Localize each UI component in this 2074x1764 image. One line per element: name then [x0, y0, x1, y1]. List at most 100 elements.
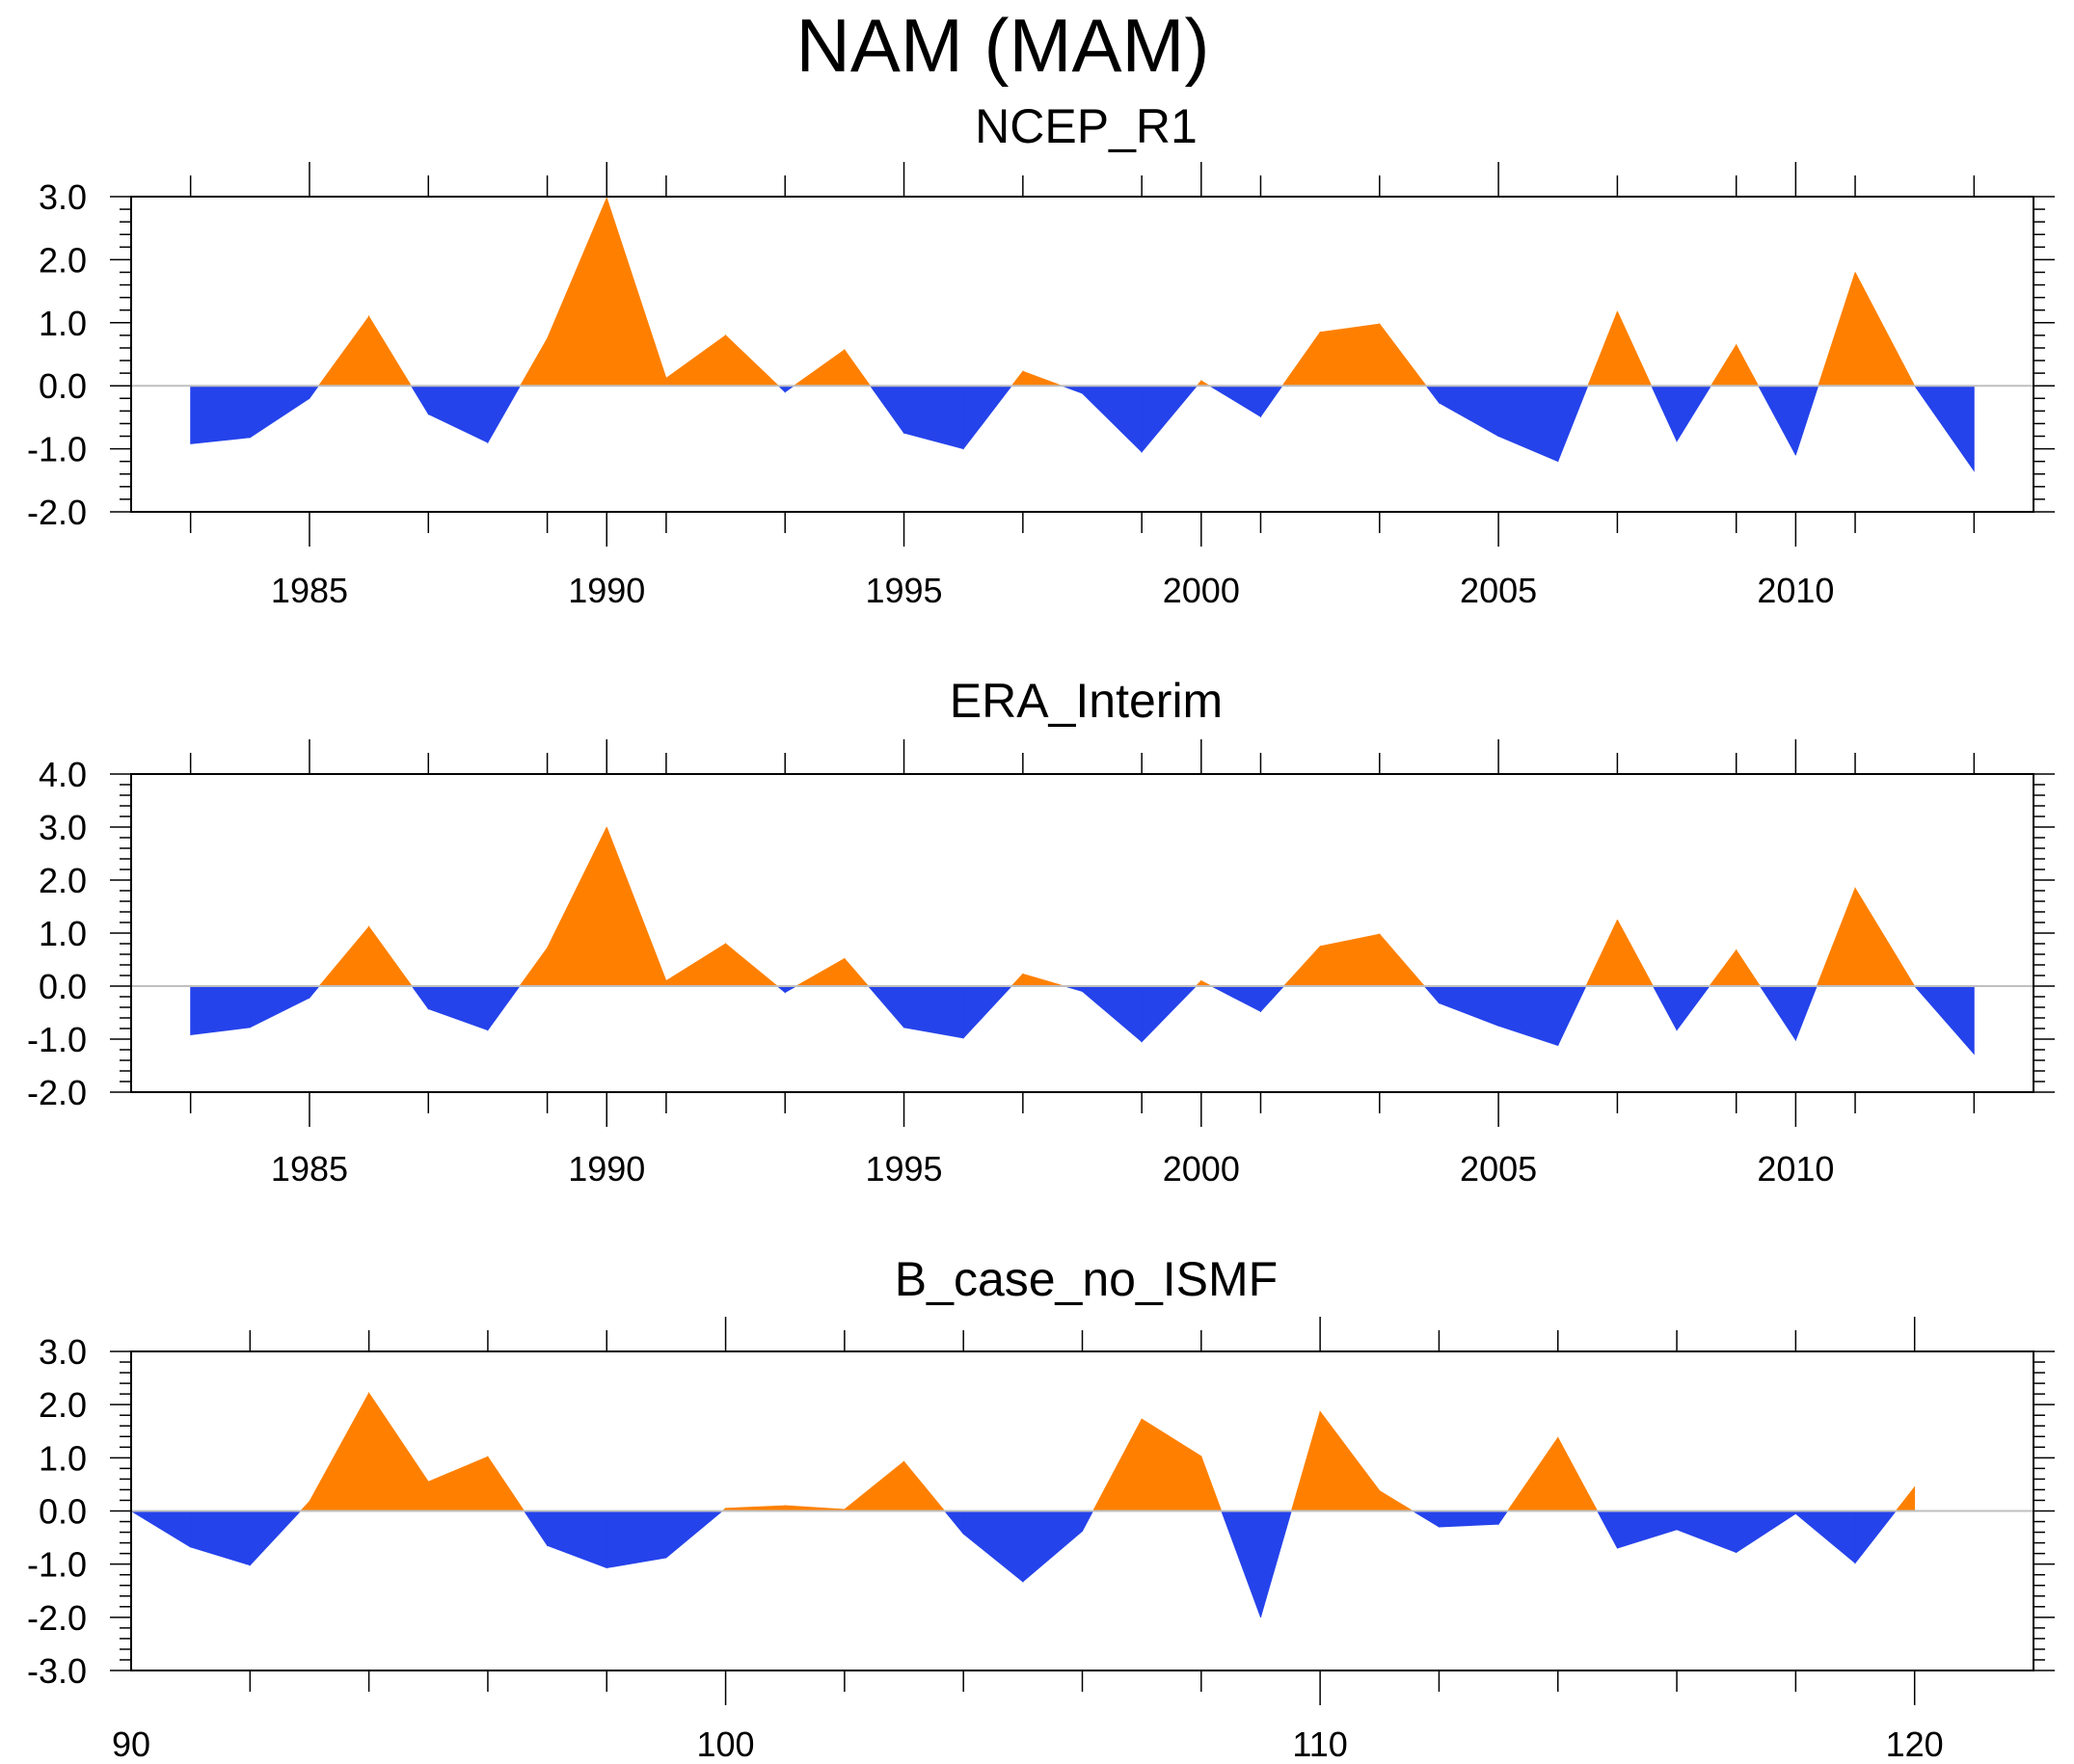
negative-area: [1439, 1510, 1499, 1528]
negative-area: [309, 385, 320, 400]
panel-title: NCEP_R1: [975, 99, 1198, 153]
negative-area: [1439, 385, 1499, 438]
negative-area: [1425, 385, 1440, 405]
negative-area: [1759, 985, 1796, 1042]
negative-area: [962, 385, 1013, 450]
negative-area: [1794, 385, 1819, 456]
negative-area: [190, 1510, 251, 1566]
positive-area: [1091, 1418, 1143, 1511]
negative-area: [1596, 1510, 1618, 1549]
figure-title: NAM (MAM): [795, 3, 1210, 88]
positive-area: [1010, 973, 1024, 987]
positive-area: [299, 1500, 310, 1511]
negative-area: [1022, 1510, 1083, 1583]
y-tick-label: 0.0: [39, 366, 87, 406]
positive-area: [1854, 886, 1916, 987]
y-tick-label: -1.0: [27, 430, 87, 469]
panel-title: ERA_Interim: [950, 674, 1223, 728]
y-tick-label: 3.0: [39, 177, 87, 217]
negative-area: [1411, 1510, 1440, 1528]
panel-title: B_case_no_ISMF: [895, 1252, 1278, 1306]
y-tick-label: 1.0: [39, 304, 87, 343]
negative-area: [1439, 985, 1499, 1027]
negative-area: [190, 985, 251, 1036]
x-tick-label: 2000: [1163, 1149, 1240, 1189]
positive-area: [606, 198, 667, 387]
negative-area: [1794, 985, 1818, 1041]
y-tick-label: 3.0: [39, 1332, 87, 1372]
positive-area: [1022, 370, 1063, 387]
positive-area: [1710, 343, 1737, 387]
negative-area: [903, 385, 964, 450]
y-tick-label: -2.0: [27, 1598, 87, 1638]
positive-area: [1818, 272, 1856, 387]
negative-area: [962, 985, 1013, 1039]
negative-area: [1423, 985, 1440, 1004]
positive-area: [1010, 369, 1024, 387]
positive-area: [1816, 888, 1856, 987]
negative-area: [1062, 385, 1083, 394]
negative-area: [1736, 1510, 1796, 1554]
positive-area: [795, 957, 846, 987]
negative-area: [1757, 385, 1796, 456]
positive-area: [665, 334, 726, 387]
positive-area: [844, 348, 872, 387]
x-tick-label: 1995: [865, 571, 942, 610]
positive-area: [318, 925, 370, 987]
positive-area: [487, 1455, 525, 1511]
positive-area: [1141, 1418, 1202, 1511]
positive-area: [519, 947, 548, 987]
negative-area: [487, 385, 522, 444]
positive-area: [1895, 1485, 1916, 1511]
negative-area: [1260, 985, 1285, 1013]
y-tick-label: -2.0: [27, 1073, 87, 1112]
x-tick-label: 2010: [1757, 1149, 1834, 1189]
x-tick-label: 100: [697, 1724, 755, 1764]
negative-area: [665, 1510, 724, 1559]
negative-area: [1141, 985, 1198, 1043]
y-tick-label: 1.0: [39, 1438, 87, 1478]
x-tick-label: 2010: [1757, 571, 1834, 610]
y-tick-label: 4.0: [39, 755, 87, 794]
negative-area: [1854, 1510, 1898, 1564]
x-tick-label: 2000: [1163, 571, 1240, 610]
negative-area: [962, 1510, 1024, 1583]
negative-area: [129, 1510, 192, 1548]
y-tick-label: -1.0: [27, 1545, 87, 1585]
negative-area: [190, 385, 251, 444]
positive-area: [1587, 310, 1618, 387]
positive-area: [519, 336, 548, 387]
positive-area: [1585, 920, 1618, 987]
positive-area: [368, 1391, 429, 1511]
negative-area: [1557, 985, 1587, 1046]
positive-area: [1282, 945, 1321, 987]
negative-area: [547, 1510, 607, 1569]
positive-area: [1736, 344, 1760, 387]
y-tick-label: 2.0: [39, 1385, 87, 1425]
positive-area: [1319, 933, 1381, 987]
positive-area: [1736, 949, 1762, 987]
negative-area: [903, 985, 964, 1039]
negative-area: [1913, 985, 1975, 1056]
positive-area: [1319, 323, 1381, 387]
negative-area: [1221, 1510, 1261, 1617]
positive-area: [665, 943, 726, 987]
y-tick-label: 3.0: [39, 808, 87, 847]
negative-area: [606, 1510, 667, 1569]
negative-area: [1913, 385, 1975, 472]
positive-area: [1617, 920, 1655, 987]
negative-area: [1082, 1510, 1094, 1532]
positive-area: [844, 957, 870, 987]
negative-area: [1260, 1510, 1292, 1617]
negative-area: [867, 985, 904, 1029]
positive-area: [1200, 1456, 1223, 1511]
negative-area: [943, 1510, 964, 1536]
panel-frame: [130, 773, 2034, 1093]
x-tick-label: 1985: [271, 571, 348, 610]
positive-area: [1379, 1489, 1414, 1511]
positive-area: [1617, 310, 1653, 387]
negative-area: [1082, 985, 1143, 1043]
negative-area: [1617, 1510, 1678, 1549]
negative-area: [869, 385, 904, 435]
negative-area: [249, 1510, 302, 1566]
